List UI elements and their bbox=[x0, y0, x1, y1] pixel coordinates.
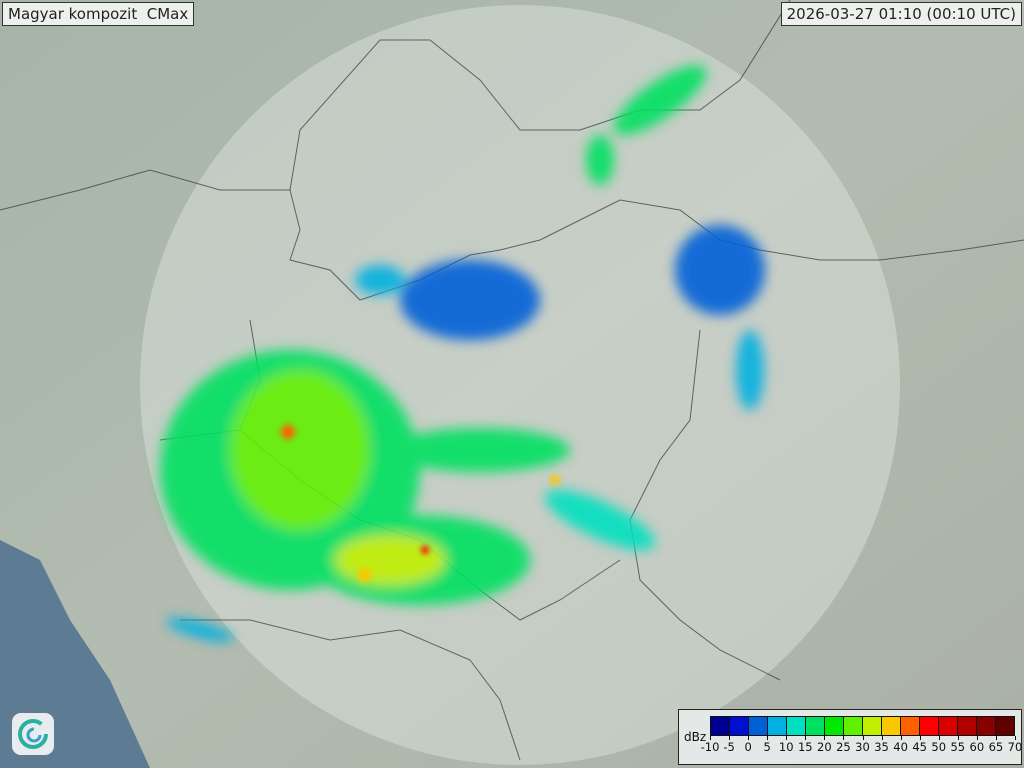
legend-swatch bbox=[977, 717, 996, 735]
legend-tick-mark bbox=[881, 736, 883, 740]
legend-swatch bbox=[711, 717, 730, 735]
legend-swatch bbox=[768, 717, 787, 735]
product-title: Magyar kompozit CMax bbox=[2, 2, 195, 26]
legend-tick-mark bbox=[786, 736, 788, 740]
legend-swatch bbox=[939, 717, 958, 735]
dbz-color-legend: dBz -10 -5 0 5 10 15 20 25 30 35 40 45 50 55 60 65 70 bbox=[678, 709, 1022, 765]
legend-tick-label: 0 bbox=[744, 740, 752, 754]
legend-tick-label: -5 bbox=[723, 740, 735, 754]
legend-tick-label: 15 bbox=[797, 740, 813, 754]
legend-tick-mark bbox=[862, 736, 864, 740]
timestamp-label: 2026-03-27 01:10 (00:10 UTC) bbox=[780, 2, 1022, 26]
legend-swatch bbox=[863, 717, 882, 735]
legend-tick-label: 5 bbox=[763, 740, 771, 754]
legend-tick-mark bbox=[729, 736, 731, 740]
legend-tick-mark bbox=[805, 736, 807, 740]
swirl-logo-icon bbox=[12, 713, 54, 755]
legend-tick-label: 50 bbox=[931, 740, 947, 754]
legend-swatch bbox=[787, 717, 806, 735]
legend-tick-mark bbox=[843, 736, 845, 740]
legend-tick-mark bbox=[900, 736, 902, 740]
legend-unit: dBz bbox=[684, 730, 707, 744]
legend-tick-mark bbox=[995, 736, 997, 740]
legend-swatch bbox=[844, 717, 863, 735]
legend-tick-label: 30 bbox=[855, 740, 870, 754]
legend-tick-mark bbox=[938, 736, 940, 740]
legend-tick-label: 25 bbox=[836, 740, 851, 754]
legend-tick-mark bbox=[919, 736, 921, 740]
legend-tick-label: 40 bbox=[893, 740, 908, 754]
legend-tick-label: 20 bbox=[817, 740, 832, 754]
legend-tick-label: 35 bbox=[874, 740, 889, 754]
legend-tick-mark bbox=[824, 736, 826, 740]
legend-swatch bbox=[996, 717, 1014, 735]
legend-tick-label: 65 bbox=[988, 740, 1004, 754]
legend-tick-label: 55 bbox=[950, 740, 966, 754]
legend-tick-label: 70 bbox=[1007, 740, 1023, 754]
legend-tick-mark bbox=[710, 736, 711, 740]
legend-tick-label: 45 bbox=[912, 740, 928, 754]
legend-swatch bbox=[958, 717, 977, 735]
legend-tick-mark bbox=[957, 736, 959, 740]
legend-tick-mark bbox=[748, 736, 750, 740]
heavy-echo-cores bbox=[281, 425, 560, 582]
legend-color-bar bbox=[710, 716, 1015, 736]
legend-swatch bbox=[749, 717, 768, 735]
legend-tick-mark bbox=[1015, 736, 1016, 740]
adriatic-sea bbox=[0, 540, 150, 768]
precipitation-echoes bbox=[160, 65, 765, 642]
legend-swatch bbox=[825, 717, 844, 735]
legend-swatch bbox=[901, 717, 920, 735]
legend-tick-mark bbox=[767, 736, 769, 740]
legend-swatch bbox=[730, 717, 749, 735]
legend-tick-label: -10 bbox=[700, 740, 720, 754]
legend-tick-mark bbox=[976, 736, 978, 740]
legend-tick-label: 10 bbox=[778, 740, 794, 754]
legend-swatch bbox=[882, 717, 901, 735]
legend-swatch bbox=[920, 717, 939, 735]
legend-tick-label: 60 bbox=[969, 740, 985, 754]
legend-swatch bbox=[806, 717, 825, 735]
